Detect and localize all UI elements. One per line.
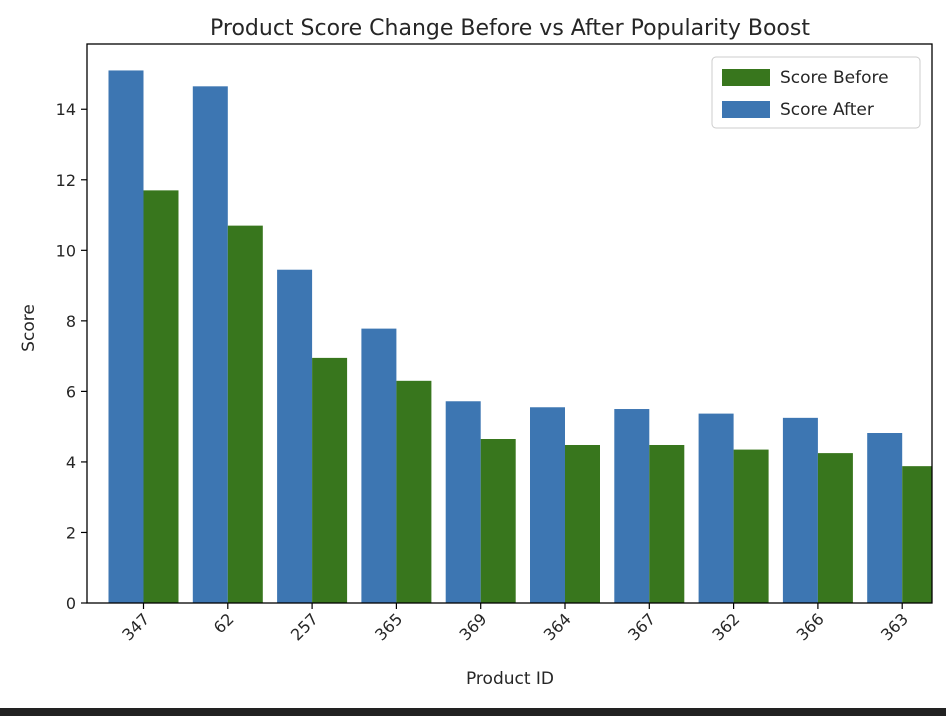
bar-score-before [733, 449, 769, 603]
x-tick-label: 365 [371, 609, 406, 644]
legend-swatch [722, 69, 770, 86]
bar-score-after [108, 70, 144, 603]
bars-layer [108, 70, 932, 603]
y-tick-label: 10 [56, 241, 76, 260]
y-tick-label: 0 [66, 594, 76, 613]
bar-score-before [817, 453, 853, 603]
y-tick-label: 8 [66, 312, 76, 331]
bar-score-after [698, 413, 734, 603]
x-tick-label: 363 [877, 609, 912, 644]
legend-label: Score After [780, 100, 874, 120]
bar-score-before [565, 444, 600, 603]
y-tick-label: 6 [66, 382, 76, 401]
y-tick-label: 4 [66, 453, 76, 472]
x-tick-label: 257 [287, 609, 322, 644]
bar-score-after [192, 86, 228, 603]
plot-frame [86, 43, 933, 604]
bar-score-after [361, 328, 397, 603]
y-axis-label: Score [19, 304, 39, 352]
bar-score-after [277, 269, 313, 603]
legend: Score Before Score After [711, 56, 921, 129]
bar-score-after [614, 409, 650, 603]
legend-swatch [722, 101, 770, 118]
bar-score-after [530, 407, 565, 603]
y-tick-label: 12 [56, 171, 76, 190]
bar-score-after [782, 417, 818, 603]
bar-score-before [396, 380, 432, 603]
y-tick-label: 2 [66, 523, 76, 542]
y-tick-label: 14 [56, 100, 76, 119]
bar-score-before [649, 444, 685, 603]
x-tick-label: 366 [793, 609, 828, 644]
x-axis-label: Product ID [466, 669, 554, 689]
chart-title: Product Score Change Before vs After Pop… [210, 16, 810, 41]
bar-score-before [312, 357, 348, 603]
bottom-edge-bar [0, 708, 946, 716]
bar-score-before [227, 225, 263, 603]
x-tick-label: 362 [708, 609, 743, 644]
x-tick-label: 347 [118, 609, 153, 644]
x-tick-label: 369 [455, 609, 490, 644]
x-tick-label: 62 [210, 609, 238, 637]
x-tick-label: 364 [540, 609, 575, 644]
bar-score-after [867, 433, 903, 603]
bar-score-before [480, 439, 516, 603]
legend-label: Score Before [780, 68, 889, 88]
bar-score-after [445, 401, 481, 603]
bar-score-before [902, 466, 932, 603]
bar-score-before [143, 190, 179, 603]
x-tick-label: 367 [624, 609, 659, 644]
